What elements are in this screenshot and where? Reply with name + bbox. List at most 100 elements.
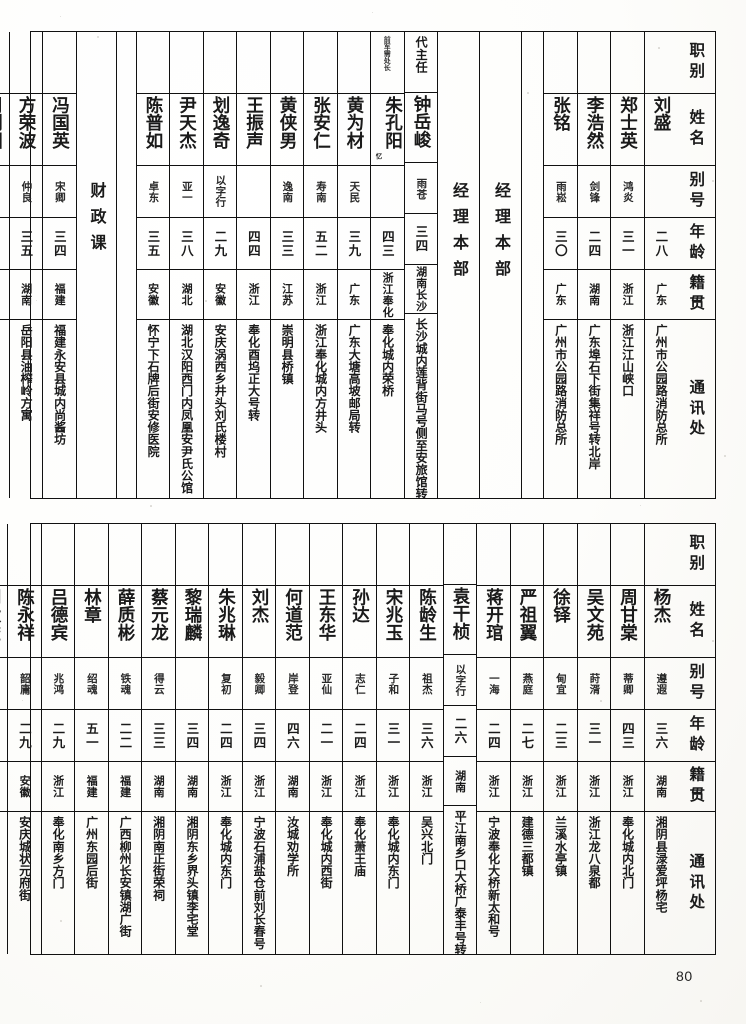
person-address-text: 兰溪水亭镇 xyxy=(553,816,568,877)
person-name: 周创国 xyxy=(0,96,3,150)
person-age-text: 二四 xyxy=(351,721,367,750)
section-label-column: 经理本部 xyxy=(479,32,521,498)
scan-speck xyxy=(658,47,660,49)
person-name-cell: 蒋开琯 xyxy=(477,586,510,658)
person-address: 湘阴南正街荣祠 xyxy=(142,812,175,954)
person-address: 湘阴东乡界头镇李宅堂 xyxy=(176,812,209,954)
field-header-origin-text: 籍贯 xyxy=(687,766,706,807)
person-age-text: 三四 xyxy=(51,229,67,258)
person-origin-text: 湖南 xyxy=(587,283,601,306)
person-alias-text: 逸南 xyxy=(281,180,294,203)
person-alias: 子和 xyxy=(376,658,409,710)
person-age: 二四 xyxy=(477,710,510,762)
person-age: 二九 xyxy=(41,710,74,762)
person-alias-text: 以字行 xyxy=(214,175,227,208)
person-title-cell xyxy=(270,32,303,94)
person-address: 浙江龙八泉都 xyxy=(578,812,611,954)
person-origin-text: 湖南 xyxy=(286,775,300,798)
person-name: 周甘棠 xyxy=(617,588,638,642)
person-alias-text: 遵遐 xyxy=(655,672,668,695)
person-origin-text: 浙江 xyxy=(247,283,261,306)
section-label-column: 经理本部 xyxy=(437,32,479,498)
person-age: 二二 xyxy=(108,710,141,762)
field-header-title: 职别 xyxy=(677,32,715,94)
person-column: 蒋开琯 一海 二四 浙江 宁波奉化大桥新太和号 xyxy=(476,524,510,954)
person-name-cell: 黄侠男 xyxy=(270,94,303,166)
person-origin: 浙江 xyxy=(611,270,644,320)
scan-speck xyxy=(700,770,702,772)
person-address-text: 吴兴北门 xyxy=(419,816,434,865)
person-name: 严祖翼 xyxy=(517,588,538,642)
person-age-text: 三四 xyxy=(184,721,200,750)
person-address: 崇明县桥镇 xyxy=(271,320,304,498)
person-alias xyxy=(237,166,270,218)
scan-speck xyxy=(527,92,529,94)
person-age: 四三 xyxy=(611,710,644,762)
person-alias: 卓东 xyxy=(136,166,169,218)
person-alias-text: 一海 xyxy=(487,672,500,695)
person-name-cell: 徐铎 xyxy=(544,586,577,658)
person-address-text: 奉化南乡方门 xyxy=(51,816,66,889)
person-age: 三〇 xyxy=(544,218,577,270)
person-age: 三三 xyxy=(142,710,175,762)
person-column: 黄侠男 逸南 三三 江苏 崇明县桥镇 xyxy=(269,32,304,498)
person-name: 划逸奇 xyxy=(210,96,231,150)
person-age-text: 三六 xyxy=(418,721,434,750)
person-title-cell xyxy=(175,524,208,586)
person-column: 严祖翼 燕庭 二七 浙江 建德三都镇 xyxy=(509,524,543,954)
person-name: 黎瑞麟 xyxy=(182,588,203,642)
person-name: 钟岳峻 xyxy=(411,94,432,149)
person-origin-text: 浙江 xyxy=(386,775,400,798)
person-title-cell xyxy=(136,32,169,94)
person-origin: 浙江 xyxy=(309,762,342,812)
person-name-cell: 宋兆玉 xyxy=(376,586,409,658)
person-title-cell xyxy=(376,524,409,586)
person-age: 三六 xyxy=(644,710,677,762)
person-address: 广州东园后街 xyxy=(75,812,108,954)
person-age-text: 三四 xyxy=(413,225,429,253)
person-alias: 祖杰 xyxy=(410,658,443,710)
person-name-cell: 王振声 xyxy=(237,94,270,166)
person-age-text: 二九 xyxy=(16,721,32,750)
person-alias-text: 毅卿 xyxy=(253,672,266,695)
person-alias: 宋卿 xyxy=(43,166,76,218)
person-title-annotation: 前军需处长 xyxy=(383,36,392,71)
person-title-cell xyxy=(611,32,644,94)
person-alias: 复初 xyxy=(209,658,242,710)
person-column: 王振声 四四 浙江 奉化酉坞正大号转 xyxy=(236,32,270,498)
person-name-cell: 何道范 xyxy=(276,586,309,658)
person-age-text: 三三 xyxy=(150,721,166,750)
person-origin: 江苏 xyxy=(270,270,303,320)
person-age: 三八 xyxy=(170,218,203,270)
person-address: 浙江奉化城内方井头 xyxy=(304,320,337,498)
person-age: 四四 xyxy=(237,218,270,270)
person-origin-text: 安徽 xyxy=(213,283,227,306)
person-address: 宁波奉化大桥新太和号 xyxy=(477,812,510,954)
person-title-cell xyxy=(9,32,42,94)
person-age: 四六 xyxy=(276,710,309,762)
person-address-text: 广西柳州长安镇湖广街 xyxy=(118,816,133,938)
person-name-cell: 尹天杰 xyxy=(170,94,203,166)
person-age-text: 四四 xyxy=(245,229,261,258)
person-alias-text: 蒂卿 xyxy=(621,672,634,695)
field-header-name: 姓名 xyxy=(677,586,715,658)
person-address-text: 宁波石浦盐仓前刘长春号 xyxy=(252,816,267,950)
person-name: 陈普如 xyxy=(143,96,164,150)
person-name: 刘杰 xyxy=(249,588,270,624)
person-origin-text: 湖南长沙 xyxy=(414,266,428,313)
person-name: 林章 xyxy=(81,588,102,624)
person-alias-text: 得云 xyxy=(152,672,165,695)
person-origin-text: 浙江 xyxy=(554,775,568,798)
person-alias: 岸登 xyxy=(276,658,309,710)
person-origin: 湖南长沙 xyxy=(404,265,437,315)
section-label-column: 财政课 xyxy=(75,32,116,498)
person-column: 何道范 岸登 四六 湖南 汝城劝学所 xyxy=(275,524,309,954)
person-address-text: 奉化城内荣桥 xyxy=(380,324,395,397)
person-age-text: 二九 xyxy=(50,721,66,750)
person-title-cell xyxy=(510,524,543,586)
person-column: 宋兆玉 子和 三一 浙江 奉化城内东门 xyxy=(375,524,409,954)
person-alias: 毅卿 xyxy=(242,658,275,710)
person-column: 刘盛 二八 广东 广州市公园路消防总所 xyxy=(643,32,677,498)
person-name: 尹天杰 xyxy=(176,96,197,150)
person-name-cell: 陈永祥 xyxy=(8,586,41,658)
